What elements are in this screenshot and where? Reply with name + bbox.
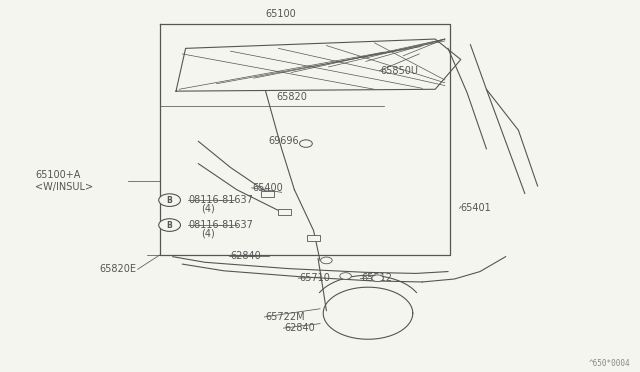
Text: 62840: 62840 — [230, 251, 261, 261]
Circle shape — [340, 273, 351, 279]
Text: 08116-81637: 08116-81637 — [189, 220, 253, 230]
Text: 65100+A: 65100+A — [35, 170, 81, 180]
Circle shape — [300, 140, 312, 147]
Bar — [261, 191, 274, 197]
Circle shape — [159, 194, 180, 206]
Circle shape — [159, 219, 180, 231]
Text: 65722M: 65722M — [266, 312, 305, 322]
Text: B: B — [167, 221, 172, 230]
Text: (4): (4) — [202, 228, 215, 238]
Circle shape — [321, 257, 332, 264]
Text: 65401: 65401 — [461, 203, 492, 213]
Text: 08116-81637: 08116-81637 — [189, 195, 253, 205]
Text: 65710: 65710 — [300, 273, 330, 283]
Text: 65512: 65512 — [362, 273, 392, 283]
Text: 62840: 62840 — [285, 323, 316, 333]
Bar — [278, 209, 291, 215]
Text: 65400: 65400 — [253, 183, 284, 193]
Text: 69696: 69696 — [269, 137, 300, 146]
Text: 65820: 65820 — [276, 92, 307, 102]
Text: 65850U: 65850U — [381, 66, 419, 76]
Text: <W/INSUL>: <W/INSUL> — [35, 182, 93, 192]
Bar — [307, 235, 320, 241]
Text: B: B — [167, 196, 172, 205]
Text: (4): (4) — [202, 203, 215, 213]
Text: ^650*0004: ^650*0004 — [589, 359, 630, 368]
Text: 65100: 65100 — [266, 9, 296, 19]
Text: 65820E: 65820E — [99, 264, 136, 274]
Circle shape — [372, 275, 383, 282]
